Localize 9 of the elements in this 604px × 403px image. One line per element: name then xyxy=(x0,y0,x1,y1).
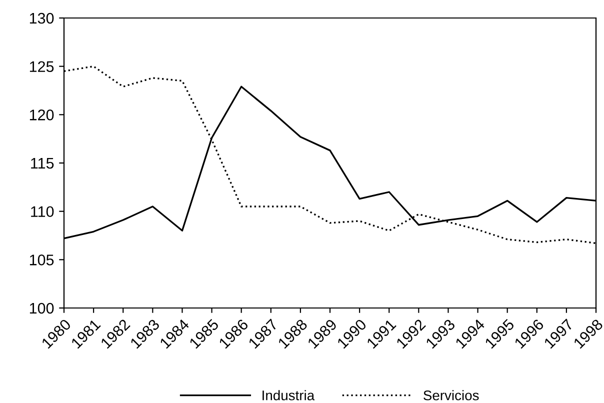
legend-label: Servicios xyxy=(424,390,479,400)
y-tick-label: 105 xyxy=(30,254,54,266)
y-tick-label: 115 xyxy=(31,158,54,169)
y-tick-label: 110 xyxy=(31,206,54,218)
y-tick-label: 120 xyxy=(30,110,54,120)
y-tick-label: 130 xyxy=(30,12,54,24)
legend-label: Industria xyxy=(262,390,315,400)
y-tick-label: 100 xyxy=(30,302,54,314)
y-tick-label: 125 xyxy=(30,61,54,72)
